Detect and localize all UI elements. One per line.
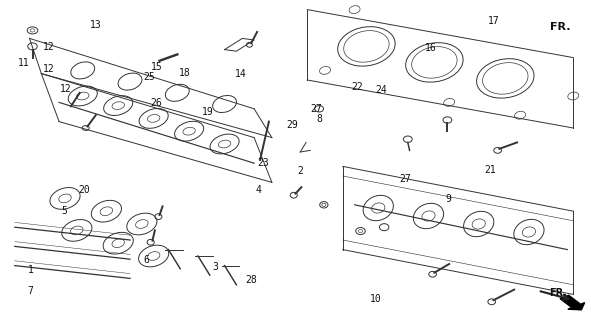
Text: 12: 12 — [43, 42, 54, 52]
Text: 18: 18 — [178, 68, 190, 78]
Text: 8: 8 — [316, 114, 322, 124]
Text: 3: 3 — [213, 262, 219, 272]
Text: 24: 24 — [375, 85, 387, 95]
Text: 13: 13 — [90, 20, 102, 30]
Text: 19: 19 — [202, 107, 214, 117]
Ellipse shape — [337, 27, 395, 66]
Text: 16: 16 — [424, 43, 436, 53]
Text: 7: 7 — [28, 286, 34, 296]
Text: 23: 23 — [257, 157, 269, 168]
Text: FR.: FR. — [550, 288, 567, 298]
Text: 6: 6 — [144, 255, 150, 265]
FancyArrow shape — [560, 295, 584, 310]
Text: 27: 27 — [310, 104, 322, 115]
Text: 4: 4 — [256, 185, 262, 196]
Text: 12: 12 — [43, 64, 54, 74]
Text: 25: 25 — [143, 72, 155, 83]
Ellipse shape — [476, 59, 534, 98]
Text: 15: 15 — [151, 62, 163, 72]
Text: 20: 20 — [78, 185, 90, 195]
Text: 17: 17 — [488, 16, 499, 26]
Text: 11: 11 — [18, 58, 30, 68]
Text: FR.: FR. — [550, 22, 570, 32]
Text: 26: 26 — [151, 98, 163, 108]
Text: 1: 1 — [28, 265, 34, 276]
Text: 29: 29 — [287, 120, 298, 131]
Text: 9: 9 — [445, 194, 451, 204]
Text: 27: 27 — [399, 173, 411, 184]
Text: 2: 2 — [297, 166, 303, 176]
Text: 10: 10 — [369, 294, 381, 304]
Text: 12: 12 — [60, 84, 72, 94]
Text: 5: 5 — [61, 205, 67, 216]
Text: 22: 22 — [352, 82, 363, 92]
Ellipse shape — [405, 43, 463, 82]
Text: 21: 21 — [485, 165, 496, 175]
Text: 14: 14 — [235, 69, 247, 79]
Text: 28: 28 — [245, 275, 257, 285]
